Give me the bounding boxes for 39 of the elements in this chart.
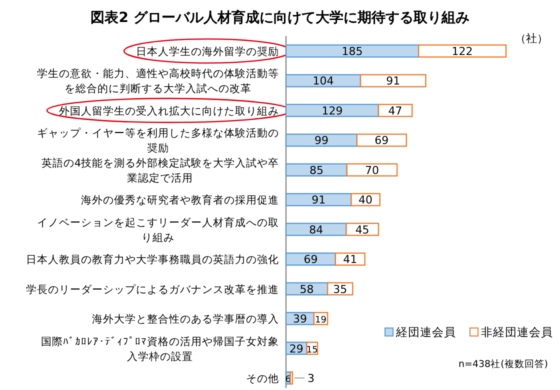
y-tick-label: 日本人教員の教育力や大学事務職員の英語力の強化 (26, 253, 279, 266)
data-label: 69 (304, 253, 318, 266)
y-tick-label: 外国人留学生の受入れ拡大に向けた取り組み (59, 104, 279, 118)
data-label: 104 (312, 74, 334, 88)
data-label: 129 (322, 104, 343, 118)
data-label: 122 (452, 45, 473, 58)
y-tick-label: 国際ﾊﾞｶﾛﾚｱ･ﾃﾞｨﾌﾟﾛﾏ資格の活用や帰国子女対象入学枠の設置 (41, 334, 279, 363)
data-label: 3 (307, 372, 314, 385)
y-tick-label: 海外大学と整合性のある学事暦の導入 (92, 312, 279, 326)
legend-label: 非経団連会員 (481, 325, 553, 339)
y-tick-label: 学長のリーダーシップによるガバナンス改革を推進 (26, 282, 279, 296)
y-tick-label: 英語の4技能を測る外部検定試験を大学入試や卒業認定で活用 (41, 156, 279, 184)
data-label: 91 (386, 74, 400, 88)
data-label: 45 (355, 223, 370, 236)
y-tick-label: その他 (246, 373, 279, 385)
legend-label: 経団連会員 (395, 325, 456, 339)
data-label: 39 (292, 312, 307, 326)
y-tick-label: イノベーションを起こすリーダー人材育成への取り組み (37, 216, 279, 244)
chart-title: 図表2 グローバル人材育成に向けて大学に期待する取り組み (90, 9, 470, 26)
data-label: 40 (358, 194, 373, 207)
data-label: 99 (314, 134, 328, 148)
data-label: 35 (333, 282, 348, 296)
data-label: 29 (289, 342, 304, 356)
data-label: 70 (364, 164, 379, 177)
text: （社） (515, 32, 548, 45)
data-label: 19 (315, 316, 327, 326)
data-label: 41 (343, 253, 358, 266)
data-label: 84 (309, 223, 324, 236)
data-label: 185 (342, 45, 363, 58)
y-tick-label: 学生の意欲・能力、適性や高校時代の体験活動等を総合的に判断する大学入試への改革 (37, 67, 279, 96)
y-tick-label: 海外の優秀な研究者や教育者の採用促進 (81, 194, 279, 207)
data-label: 69 (374, 134, 389, 148)
y-tick-label: 日本人学生の海外留学の奨励 (136, 45, 279, 58)
annotation: n=438社(複数回答) (458, 358, 548, 370)
data-label: 91 (312, 194, 326, 207)
y-tick-label: ギャップ・イヤー等を利用した多様な体験活動の奨励 (37, 126, 279, 155)
data-label: 85 (309, 164, 324, 177)
data-label: 47 (388, 104, 402, 118)
data-label: 58 (300, 282, 314, 296)
